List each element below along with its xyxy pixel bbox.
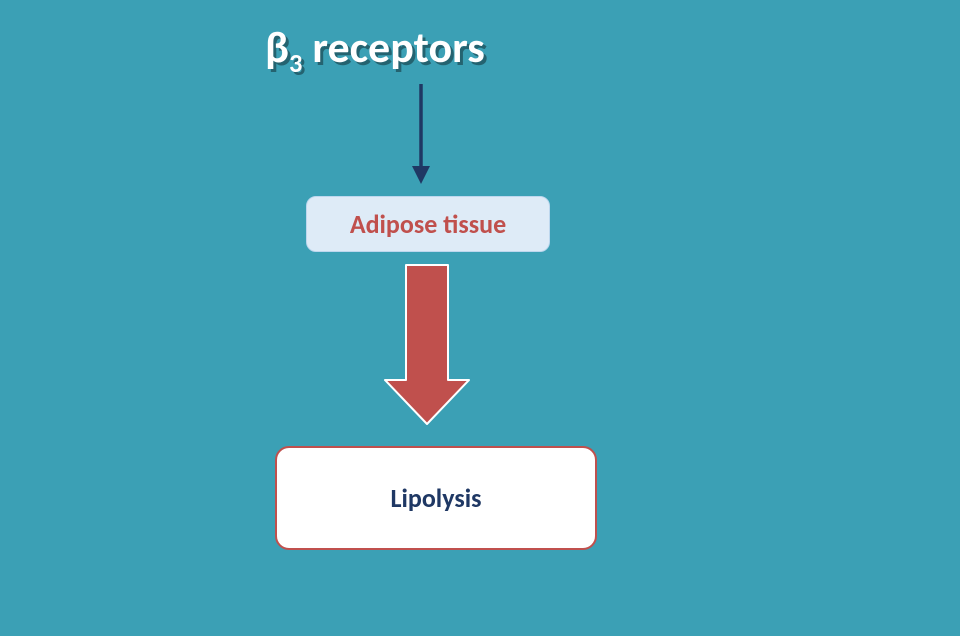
title-subscript: 3: [289, 48, 302, 80]
diagram-title: β3 receptors: [265, 20, 485, 80]
arrow-title-to-adipose: [410, 84, 432, 186]
lipolysis-label: Lipolysis: [391, 482, 482, 514]
title-suffix: receptors: [302, 20, 484, 74]
adipose-tissue-node: Adipose tissue: [306, 196, 550, 252]
title-prefix: β: [265, 20, 289, 74]
lipolysis-node: Lipolysis: [275, 446, 597, 550]
arrow-adipose-to-lipolysis: [382, 262, 472, 427]
diagram-canvas: β3 receptors β3 receptors Adipose tissue…: [0, 0, 960, 636]
adipose-tissue-label: Adipose tissue: [350, 208, 506, 240]
